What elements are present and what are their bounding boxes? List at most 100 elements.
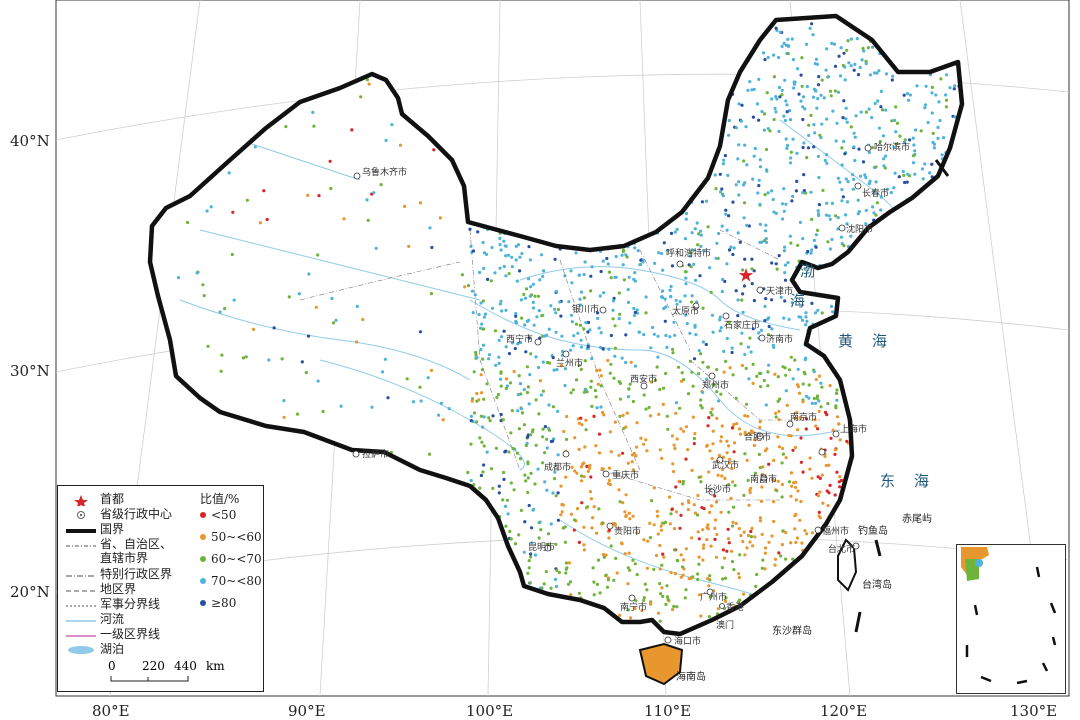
ratio-dot [304, 371, 308, 375]
ratio-dot [516, 393, 520, 397]
ratio-dot [656, 47, 660, 52]
ratio-dot [564, 561, 569, 565]
ratio-dot [419, 399, 423, 403]
ratio-dot [312, 124, 316, 128]
ratio-dot [834, 214, 838, 218]
ratio-dot [632, 169, 636, 173]
ratio-dot [560, 334, 564, 338]
ratio-dot [872, 71, 877, 75]
ratio-dot [747, 503, 751, 507]
ratio-dot [808, 615, 812, 619]
ratio-dot [685, 159, 690, 163]
ratio-dot [907, 98, 911, 102]
ratio-dot [328, 159, 332, 163]
ratio-dot [472, 370, 476, 374]
ratio-dot [619, 196, 623, 200]
ratio-dot [656, 355, 660, 359]
ratio-dot [629, 156, 634, 160]
ratio-dot [788, 234, 792, 238]
ratio-dot [953, 438, 957, 443]
ratio-dot [873, 624, 878, 628]
ratio-dot [896, 423, 900, 427]
ratio-dot [940, 602, 945, 606]
ratio-dot [815, 394, 820, 398]
ratio-dot [253, 66, 257, 70]
ratio-dot [617, 291, 621, 295]
ratio-dot [806, 146, 811, 150]
ratio-dot [944, 509, 948, 513]
ratio-dot [915, 365, 919, 369]
ratio-dot [568, 22, 572, 27]
ratio-dot [732, 422, 736, 427]
ratio-dot [780, 93, 784, 97]
ratio-dot [694, 50, 698, 55]
ratio-dot [819, 405, 823, 409]
ratio-dot [767, 363, 771, 367]
ratio-dot [940, 598, 944, 602]
ratio-dot [890, 382, 894, 386]
ratio-dot [898, 463, 902, 467]
ratio-dot [741, 540, 745, 544]
ratio-dot [366, 218, 370, 222]
ratio-dot [726, 537, 731, 541]
ratio-dot [793, 445, 798, 450]
ratio-dot [501, 87, 505, 92]
ratio-dot [751, 115, 756, 119]
ratio-dot [509, 537, 513, 541]
ratio-dot [516, 243, 521, 247]
ratio-dot [232, 298, 236, 302]
ratio-dot [673, 230, 677, 234]
ratio-dot [699, 398, 703, 402]
ratio-dot [941, 387, 945, 392]
ratio-dot [846, 522, 851, 526]
ratio-dot [741, 41, 746, 45]
ratio-dot [701, 390, 705, 394]
ratio-dot [952, 467, 956, 471]
ratio-dot [642, 598, 646, 603]
ratio-dot [513, 185, 518, 189]
ratio-dot [830, 574, 834, 578]
ratio-dot [507, 110, 511, 114]
ratio-dot [957, 194, 961, 198]
ratio-dot [476, 582, 480, 586]
ratio-dot [867, 182, 871, 186]
ratio-dot [904, 376, 908, 380]
ratio-dot [766, 191, 770, 195]
ratio-dot [853, 436, 857, 440]
ratio-dot [733, 441, 737, 445]
ratio-dot [772, 117, 776, 122]
ratio-dot [802, 95, 806, 99]
ratio-dot [633, 271, 637, 275]
city-lanzhou: 兰州市 [556, 350, 583, 369]
ratio-dot [592, 623, 597, 627]
ratio-dot [306, 334, 311, 338]
ratio-dot [757, 184, 761, 188]
ratio-dot [924, 340, 928, 344]
ratio-dot [604, 173, 608, 177]
ratio-dot [861, 46, 865, 51]
ratio-dot [481, 357, 485, 361]
ratio-dot [931, 140, 935, 144]
ratio-dot [581, 222, 586, 226]
ratio-dot [481, 154, 485, 158]
ratio-dot [683, 67, 687, 71]
ratio-dot [573, 25, 577, 29]
ratio-dot [656, 532, 660, 536]
ratio-dot [924, 532, 928, 536]
ratio-dot [480, 36, 484, 40]
ratio-dot [500, 182, 505, 186]
ratio-dot [695, 513, 700, 517]
ratio-dot [743, 414, 747, 418]
ratio-dot [710, 313, 715, 317]
ratio-dot [607, 200, 612, 204]
ratio-dot [552, 477, 557, 481]
ratio-dot [798, 581, 803, 586]
ratio-dot [558, 177, 562, 181]
ratio-dot [907, 623, 911, 627]
ratio-dot [620, 253, 624, 257]
ratio-dot [466, 284, 471, 288]
ratio-dot [883, 559, 887, 563]
sea-east: 东 海 [880, 472, 931, 490]
ratio-dot [816, 610, 820, 614]
ratio-dot [579, 345, 584, 349]
